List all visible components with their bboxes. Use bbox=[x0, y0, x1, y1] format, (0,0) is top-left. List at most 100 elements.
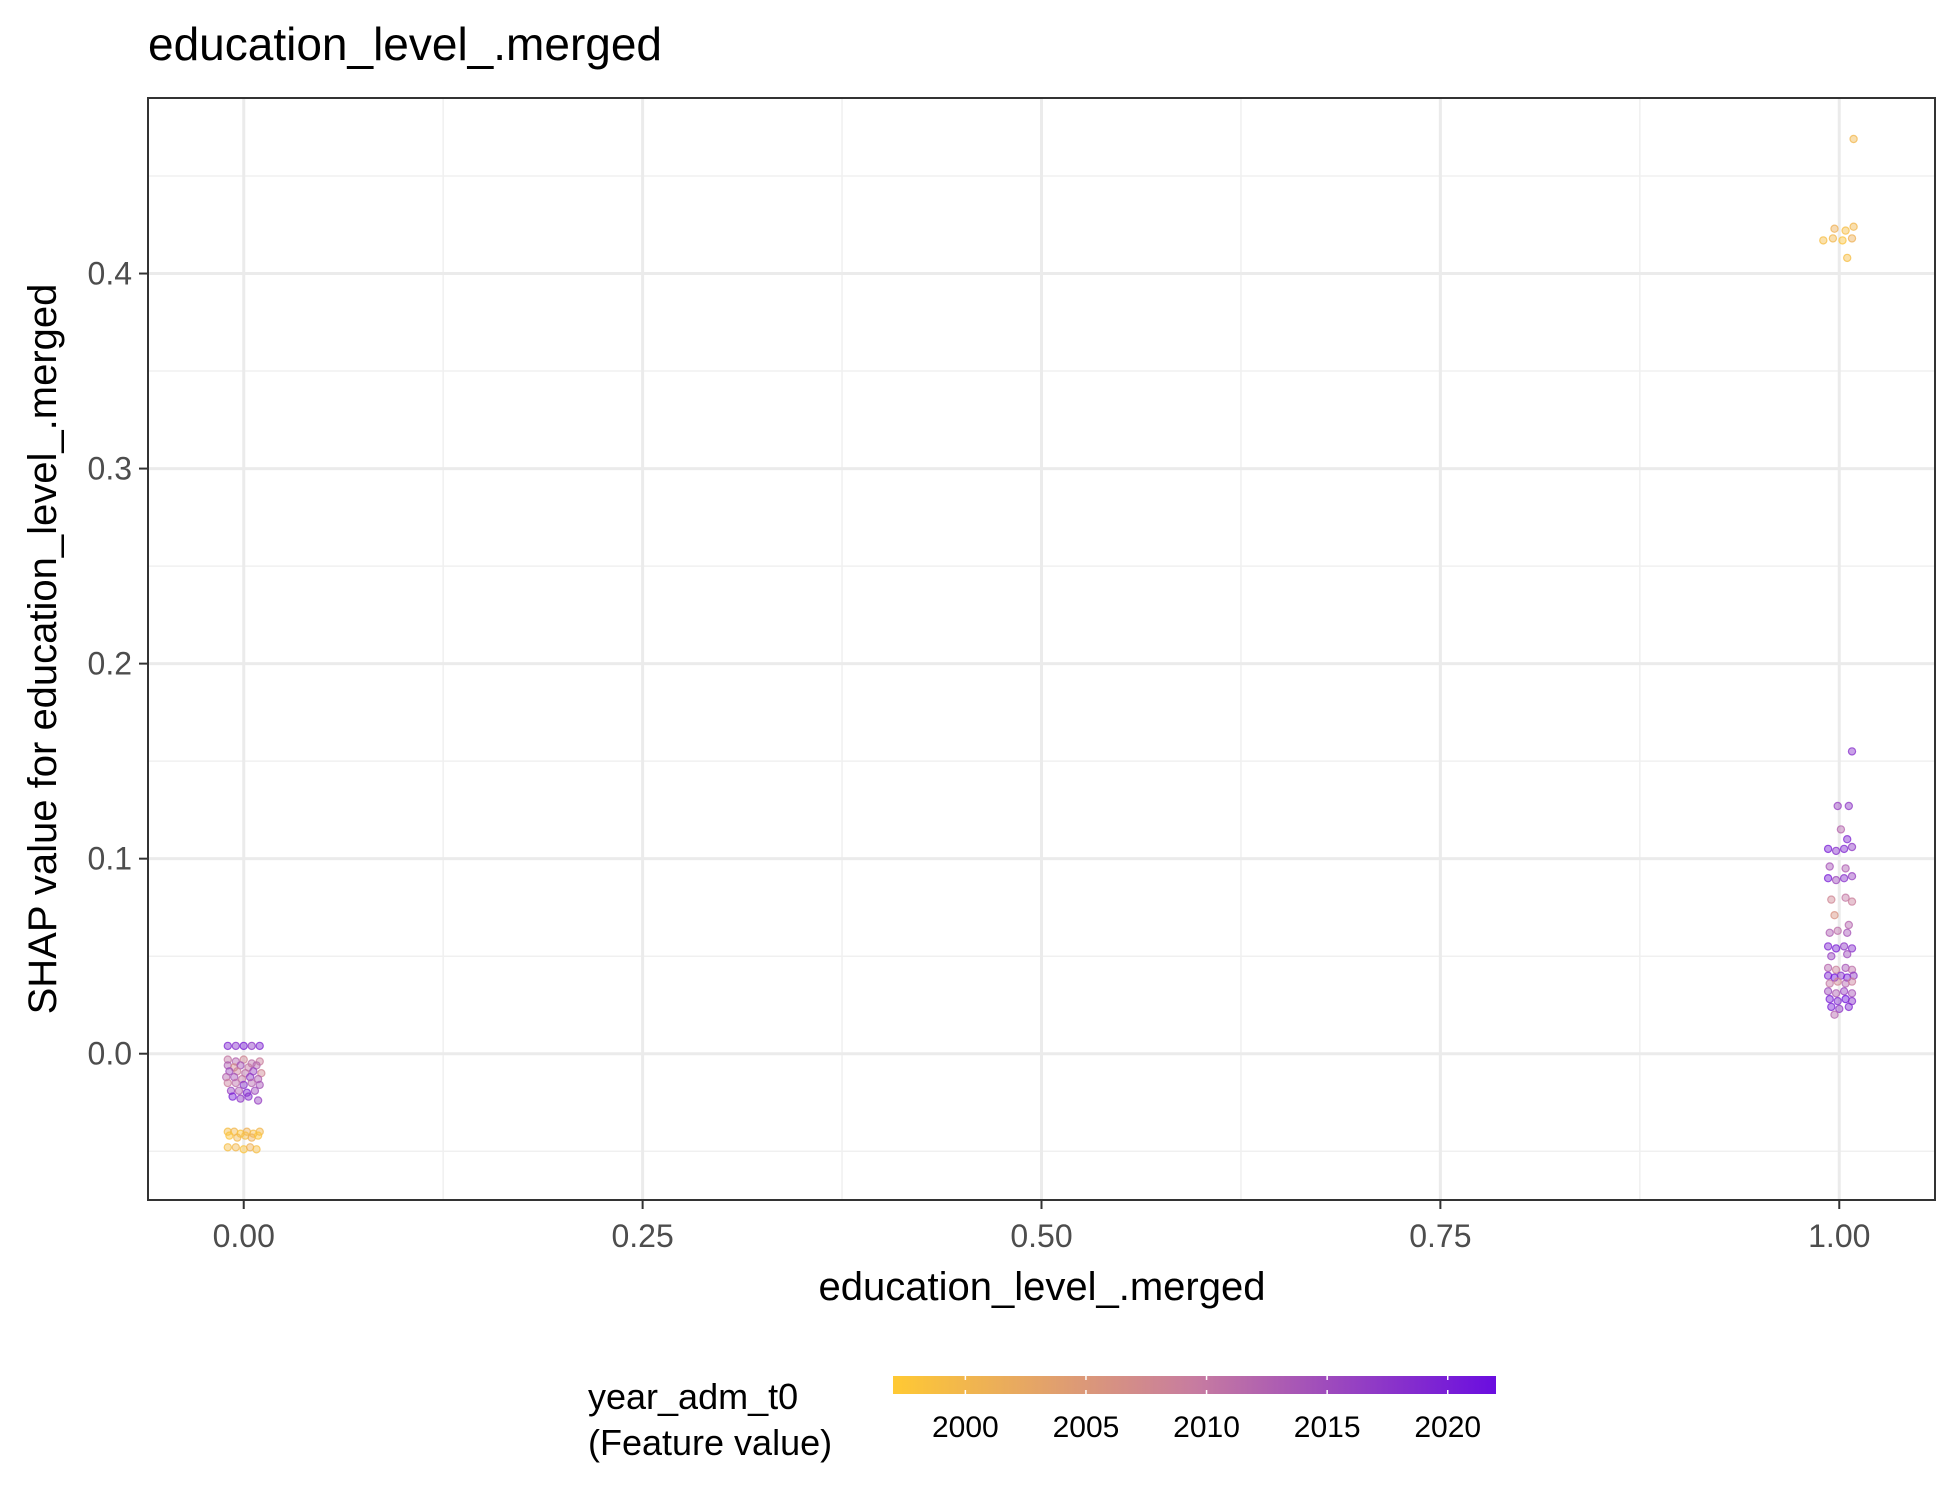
x-tick-label: 0.00 bbox=[213, 1218, 275, 1254]
scatter-point bbox=[1831, 965, 1841, 975]
scatter-point bbox=[236, 1094, 245, 1103]
x-tick-label: 1.00 bbox=[1808, 1218, 1870, 1254]
scatter-point bbox=[239, 1041, 248, 1051]
scatter-point bbox=[250, 1086, 260, 1096]
scatter-point bbox=[1847, 747, 1857, 756]
legend-tick-label: 2005 bbox=[1053, 1411, 1120, 1444]
scatter-point bbox=[1833, 801, 1842, 811]
scatter-point bbox=[1831, 875, 1841, 885]
scatter-point bbox=[223, 1143, 232, 1152]
color-legend: year_adm_t0 (Feature value) 2000 2005 2010… bbox=[588, 1376, 1496, 1463]
scatter-point bbox=[239, 1080, 248, 1090]
y-tick-label: 0.0 bbox=[88, 1036, 132, 1072]
legend-tick-label: 2020 bbox=[1414, 1411, 1481, 1444]
scatter-point bbox=[253, 1131, 263, 1140]
scatter-point bbox=[1841, 893, 1850, 902]
scatter-point bbox=[223, 1078, 232, 1088]
scatter-point bbox=[1849, 222, 1858, 231]
scatter-point bbox=[223, 1055, 232, 1064]
y-tick-label: 0.2 bbox=[88, 646, 132, 682]
scatter-point bbox=[1847, 977, 1857, 986]
scatter-point bbox=[255, 1080, 264, 1090]
scatter-point bbox=[1844, 920, 1854, 930]
scatter-point bbox=[1823, 963, 1833, 973]
legend-ticks: 2000 2005 2010 2015 2020 bbox=[932, 1376, 1481, 1444]
x-axis-label: education_level_.merged bbox=[819, 1265, 1266, 1309]
grid-major-lines bbox=[148, 98, 1935, 1200]
scatter-point bbox=[1835, 1004, 1844, 1014]
data-points bbox=[221, 134, 1858, 1154]
scatter-point bbox=[1828, 234, 1838, 243]
scatter-point bbox=[1831, 846, 1841, 856]
scatter-point bbox=[1839, 874, 1849, 883]
scatter-point bbox=[1827, 952, 1836, 961]
scatter-point bbox=[1842, 253, 1852, 263]
scatter-point bbox=[1833, 977, 1842, 986]
scatter-point bbox=[228, 1092, 237, 1101]
scatter-point bbox=[1844, 1002, 1854, 1012]
scatter-point bbox=[1839, 844, 1849, 854]
scatter-point bbox=[1825, 928, 1834, 938]
scatter-point bbox=[1847, 944, 1857, 953]
legend-tick-label: 2015 bbox=[1294, 1411, 1361, 1444]
scatter-point bbox=[1830, 1010, 1839, 1019]
scatter-point bbox=[244, 1092, 253, 1101]
scatter-point bbox=[1833, 926, 1842, 936]
y-tick-label: 0.3 bbox=[88, 451, 132, 487]
scatter-point bbox=[247, 1041, 256, 1051]
scatter-point bbox=[1830, 911, 1839, 920]
scatter-point bbox=[231, 1078, 240, 1088]
scatter-point bbox=[252, 1145, 261, 1154]
scatter-point bbox=[1823, 874, 1833, 883]
scatter-point bbox=[1849, 134, 1858, 144]
scatter-point bbox=[1823, 987, 1833, 996]
scatter-point bbox=[255, 1041, 264, 1051]
scatter-point bbox=[1823, 844, 1833, 854]
legend-tick-label: 2000 bbox=[932, 1411, 999, 1444]
scatter-point bbox=[1838, 236, 1847, 245]
scatter-point bbox=[1847, 989, 1857, 998]
x-axis: 0.00 0.25 0.50 0.75 1.00 bbox=[213, 1200, 1870, 1254]
y-tick-label: 0.4 bbox=[88, 256, 132, 292]
scatter-point bbox=[223, 1041, 232, 1051]
scatter-point bbox=[1823, 942, 1833, 951]
scatter-point bbox=[1827, 1002, 1836, 1012]
scatter-point bbox=[1844, 801, 1854, 811]
scatter-point bbox=[1847, 234, 1857, 243]
scatter-point bbox=[1831, 944, 1841, 953]
scatter-point bbox=[1839, 942, 1849, 951]
scatter-point bbox=[1842, 950, 1852, 959]
scatter-point bbox=[234, 1086, 244, 1096]
scatter-point bbox=[225, 1131, 234, 1140]
scatter-point bbox=[1847, 872, 1857, 881]
scatter-point bbox=[1841, 226, 1850, 235]
scatter-point bbox=[1825, 979, 1834, 988]
y-axis: 0.0 0.1 0.2 0.3 0.4 bbox=[88, 256, 148, 1072]
x-tick-label: 0.25 bbox=[611, 1218, 673, 1254]
legend-tick-label: 2010 bbox=[1173, 1411, 1240, 1444]
scatter-point bbox=[1839, 987, 1849, 996]
scatter-point bbox=[1847, 897, 1857, 906]
scatter-point bbox=[1827, 895, 1836, 904]
x-tick-label: 0.75 bbox=[1409, 1218, 1471, 1254]
legend-title-line2: (Feature value) bbox=[588, 1422, 832, 1463]
scatter-point bbox=[1831, 989, 1841, 998]
legend-title-line1: year_adm_t0 bbox=[588, 1376, 798, 1417]
scatter-point bbox=[1842, 835, 1852, 844]
scatter-point bbox=[231, 1143, 240, 1152]
y-tick-label: 0.1 bbox=[88, 841, 132, 877]
chart-title: education_level_.merged bbox=[148, 18, 662, 70]
scatter-point bbox=[1847, 842, 1857, 852]
scatter-point bbox=[1841, 864, 1850, 873]
scatter-point bbox=[1819, 236, 1828, 245]
scatter-point bbox=[1842, 928, 1852, 938]
y-axis-label: SHAP value for education_level_.merged bbox=[21, 284, 65, 1015]
scatter-point bbox=[247, 1078, 256, 1088]
legend-colorbar bbox=[893, 1376, 1496, 1394]
scatter-point bbox=[1830, 224, 1839, 233]
scatter-point bbox=[233, 1133, 242, 1142]
scatter-point bbox=[1825, 994, 1834, 1004]
scatter-point bbox=[1833, 996, 1842, 1006]
scatter-point bbox=[253, 1096, 263, 1105]
